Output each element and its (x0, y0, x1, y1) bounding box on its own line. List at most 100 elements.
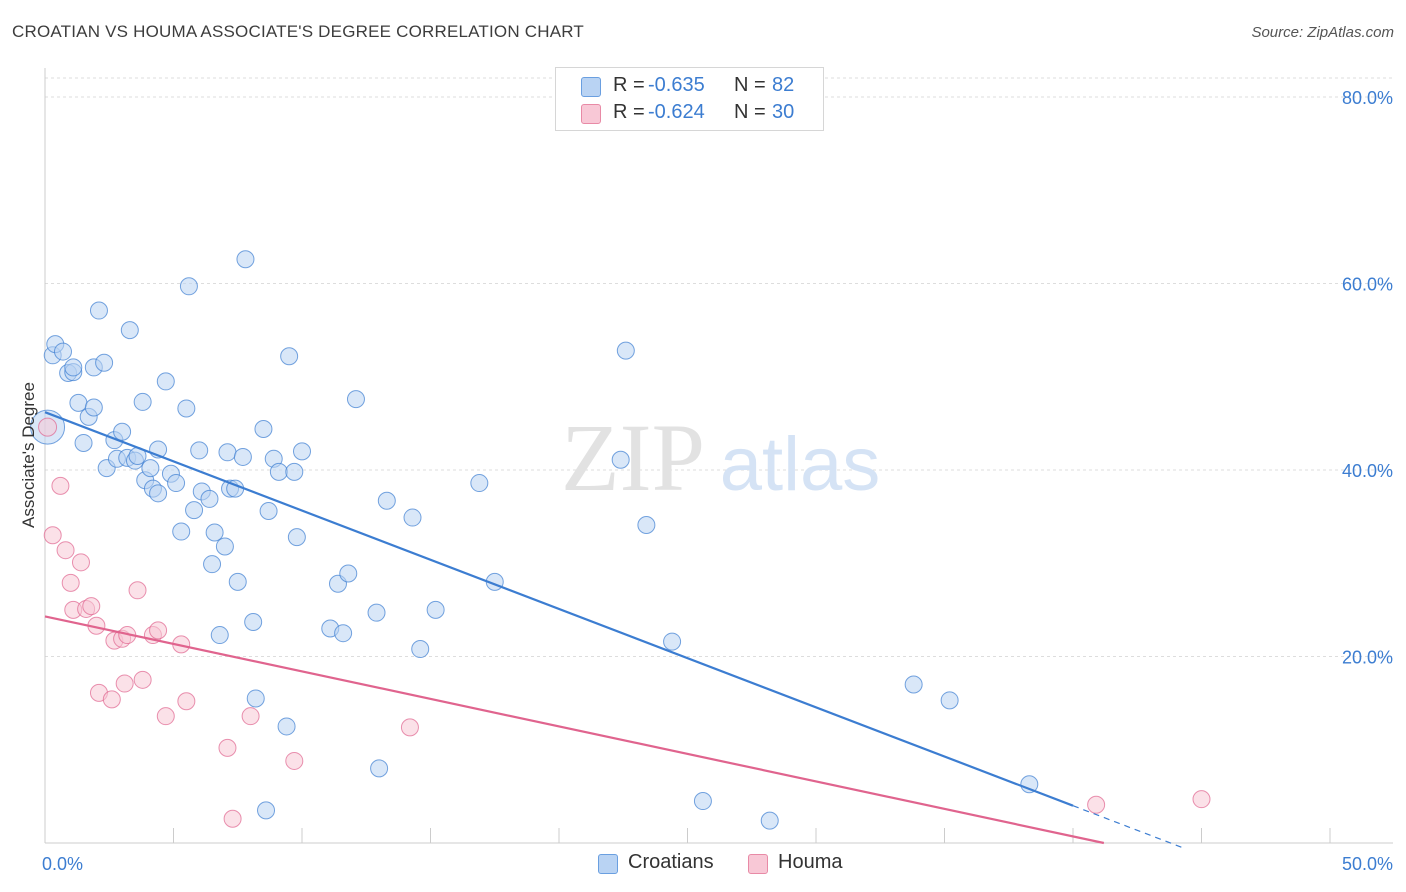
point-houma (1087, 795, 1106, 814)
legend-r-label: R = (613, 74, 645, 96)
legend-label-houma: Houma (778, 851, 843, 873)
y-tick-label: 60.0% (1342, 275, 1393, 295)
legend-r-value: -0.635 (648, 74, 705, 96)
point-croatians (293, 442, 311, 461)
point-croatians (904, 675, 923, 694)
trendline-extension-croatians (1072, 805, 1184, 849)
point-houma (156, 707, 175, 726)
point-croatians (411, 640, 430, 659)
point-croatians (64, 358, 83, 377)
point-houma (400, 718, 419, 737)
point-houma (51, 476, 70, 495)
point-croatians (120, 321, 139, 340)
point-croatians (172, 522, 191, 541)
point-croatians (403, 508, 422, 527)
point-croatians (89, 301, 108, 320)
point-croatians (205, 523, 224, 542)
point-houma (241, 707, 260, 726)
point-croatians (346, 390, 365, 409)
y-tick-label: 20.0% (1342, 648, 1393, 668)
legend-n-label: N = (734, 101, 766, 123)
point-croatians (156, 372, 175, 391)
point-houma (38, 417, 58, 437)
chart-title: CROATIAN VS HOUMA ASSOCIATE'S DEGREE COR… (12, 22, 584, 41)
legend-n-label: N = (734, 74, 766, 96)
point-croatians (244, 612, 263, 631)
point-croatians (367, 603, 386, 622)
point-croatians (334, 624, 353, 643)
legend-swatch-houma (581, 104, 601, 124)
point-croatians (74, 433, 93, 452)
point-houma (218, 738, 237, 757)
point-croatians (277, 717, 296, 736)
point-croatians (470, 474, 489, 493)
point-croatians (377, 491, 396, 510)
legend-r-label: R = (613, 101, 645, 123)
point-croatians (693, 792, 712, 811)
point-croatians (215, 537, 234, 556)
point-croatians (269, 462, 288, 481)
point-croatians (228, 572, 247, 591)
point-houma (102, 690, 121, 709)
point-houma (115, 674, 134, 693)
source-label: Source: ZipAtlas.com (1251, 24, 1394, 41)
point-croatians (95, 353, 114, 372)
point-houma (128, 581, 147, 600)
point-croatians (257, 801, 276, 820)
point-croatians (280, 347, 299, 366)
legend-swatch-croatians (598, 854, 618, 874)
point-croatians (426, 600, 445, 619)
point-croatians (616, 341, 635, 360)
point-croatians (84, 398, 103, 417)
trend-lines (44, 411, 1184, 849)
point-houma (71, 553, 90, 572)
point-croatians (210, 626, 229, 645)
y-axis-label: Associate's Degree (19, 382, 38, 528)
point-croatians (611, 450, 630, 469)
y-tick-label: 40.0% (1342, 461, 1393, 481)
point-croatians (259, 502, 278, 521)
point-croatians (53, 342, 72, 361)
point-houma (223, 809, 242, 828)
point-croatians (940, 691, 959, 710)
axes (44, 68, 1393, 844)
point-houma (1192, 790, 1211, 809)
gridlines (45, 77, 1393, 657)
point-houma (56, 541, 75, 560)
legend-n-value: 30 (772, 101, 795, 123)
point-croatians (185, 501, 204, 520)
point-croatians (69, 393, 88, 412)
stats-legend: R = -0.635 N = 82 R = -0.624 N = 30 (555, 67, 824, 131)
y-tick-label: 80.0% (1342, 88, 1393, 108)
legend-swatch-houma (748, 854, 768, 874)
watermark-zip: ZIP (561, 404, 705, 511)
trendline-croatians (44, 411, 1074, 807)
point-houma (133, 670, 152, 689)
point-croatians (287, 528, 306, 547)
point-houma (61, 573, 80, 592)
data-points (30, 250, 1211, 830)
point-croatians (339, 564, 358, 583)
point-houma (177, 692, 196, 711)
point-croatians (370, 759, 389, 778)
legend-swatch-croatians (581, 77, 601, 97)
trendline-houma (44, 615, 1105, 845)
point-croatians (133, 392, 152, 411)
watermark-atlas: atlas (720, 422, 881, 507)
point-croatians (149, 484, 168, 503)
watermark: ZIP atlas (561, 404, 880, 511)
point-croatians (113, 422, 132, 441)
legend-n-value: 82 (772, 74, 795, 96)
legend-r-value: -0.624 (648, 101, 705, 123)
point-houma (149, 621, 168, 640)
point-croatians (218, 443, 237, 462)
x-tick-label: 50.0% (1342, 854, 1393, 874)
point-croatians (285, 462, 304, 481)
point-croatians (236, 250, 255, 269)
point-croatians (177, 399, 196, 418)
point-houma (43, 526, 62, 545)
point-croatians (246, 689, 265, 708)
legend-label-croatians: Croatians (628, 851, 714, 873)
point-croatians (233, 447, 252, 466)
